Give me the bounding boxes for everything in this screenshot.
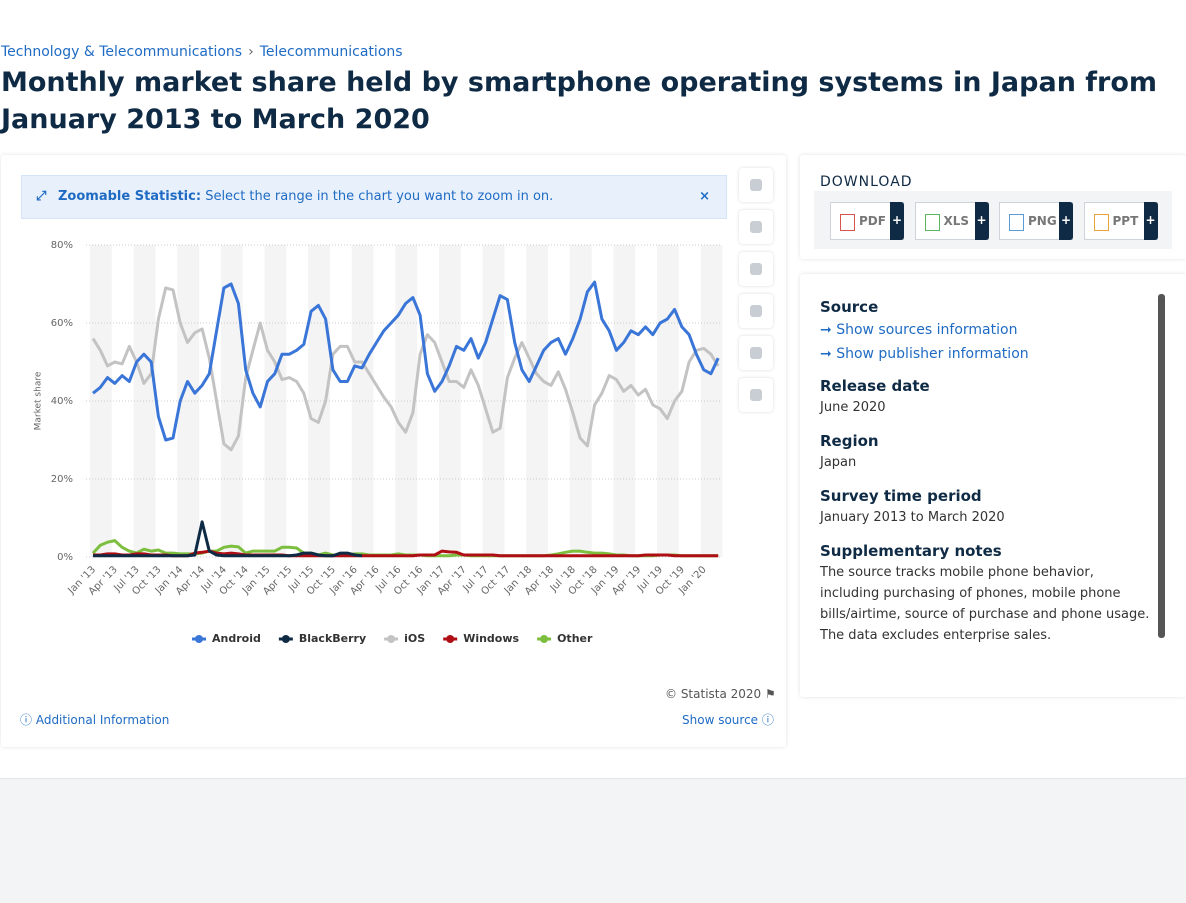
page-title: Monthly market share held by smartphone … <box>1 67 1158 135</box>
link-text: Show publisher information <box>836 346 1029 362</box>
format-label: XLS <box>943 214 970 228</box>
plus: + <box>890 202 904 240</box>
icon <box>750 305 762 317</box>
y-tick-label: 0% <box>57 552 73 563</box>
heading: Region <box>820 432 879 450</box>
format-label: PNG <box>1028 214 1057 228</box>
icon <box>750 389 762 401</box>
heading: Survey time period <box>820 487 982 505</box>
file-icon <box>840 214 855 231</box>
icon <box>750 347 762 359</box>
download-button[interactable]: PNG + <box>999 202 1073 240</box>
band <box>700 245 723 557</box>
details: Source ➞ Show sources information ➞ Show… <box>820 296 1150 658</box>
y-axis-label: Market share <box>34 371 44 430</box>
legend-label: Other <box>557 632 593 645</box>
band <box>526 245 549 557</box>
show-source-text: Show source <box>682 713 759 727</box>
text: The source tracks mobile phone behavior,… <box>820 565 1150 643</box>
credit-text: © Statista 2020 <box>665 687 762 701</box>
band <box>395 245 418 557</box>
breadcrumb: Technology & Telecommunications › Telecomm… <box>1 44 403 60</box>
zoom-banner: ⤢ Zoomable Statistic: Select the range in… <box>21 175 727 219</box>
format-label: PPT <box>1112 214 1139 228</box>
legend-label: Windows <box>463 632 519 645</box>
series-line <box>92 280 720 442</box>
series-line <box>93 549 719 558</box>
legend-label: BlackBerry <box>299 632 366 645</box>
settings-button[interactable] <box>739 252 773 286</box>
scrollbar[interactable] <box>1158 294 1165 638</box>
legend-dot <box>446 635 455 643</box>
icon <box>750 221 762 233</box>
band <box>220 245 243 557</box>
file-icon <box>1009 214 1024 231</box>
download-title: DOWNLOAD <box>820 174 913 190</box>
text: June 2020 <box>820 400 886 415</box>
y-tick-label: 40% <box>51 396 73 407</box>
details-card <box>800 274 1186 697</box>
file-icon <box>924 214 940 231</box>
band <box>308 245 330 557</box>
heading: Source <box>820 298 879 316</box>
y-tick-label: 80% <box>51 240 73 251</box>
chart-card <box>1 155 786 747</box>
heading: Supplementary notes <box>820 542 1002 560</box>
legend-label: iOS <box>404 632 425 645</box>
show-source[interactable]: Show source ⓘ <box>682 713 774 727</box>
download-button[interactable]: XLS + <box>914 202 989 240</box>
format-label: PDF <box>859 214 886 228</box>
plus: + <box>974 202 989 240</box>
link[interactable]: ➞ Show sources information <box>820 322 1018 338</box>
legend-dot <box>387 635 396 643</box>
legend-dot <box>195 635 203 643</box>
banner-label: Zoomable Statistic: <box>58 189 202 204</box>
plus: + <box>1059 202 1073 240</box>
crumb-link[interactable]: Telecommunications <box>259 44 403 60</box>
link-text: Show sources information <box>836 322 1018 338</box>
separator: › <box>248 44 254 60</box>
legend-dot <box>281 635 290 643</box>
icon <box>750 263 762 275</box>
additional-info-text: Additional Information <box>35 713 170 727</box>
download-button[interactable]: PDF + <box>830 202 904 240</box>
close-button[interactable]: × <box>699 189 710 204</box>
print-button[interactable] <box>739 378 773 412</box>
share-button[interactable] <box>739 294 773 328</box>
banner-text: Select the range in the chart you want t… <box>205 189 554 204</box>
cite-button[interactable] <box>739 336 773 370</box>
expand-icon: ⤢ <box>36 189 47 204</box>
y-tick-label: 60% <box>51 318 73 329</box>
plus: + <box>1143 202 1158 240</box>
download-button[interactable]: PPT + <box>1083 202 1158 240</box>
legend-label: Android <box>212 632 261 645</box>
alert-button[interactable] <box>739 210 773 244</box>
icon <box>750 179 762 191</box>
credit: © Statista 2020 ⚑ <box>665 687 776 701</box>
band <box>613 245 636 557</box>
text: Japan <box>820 455 857 470</box>
footer-area <box>0 778 1186 903</box>
series-line <box>93 520 363 558</box>
favorite-button[interactable] <box>739 168 773 202</box>
text: January 2013 to March 2020 <box>820 510 1005 525</box>
legend-dot <box>540 635 549 643</box>
crumb-link[interactable]: Technology & Telecommunications <box>1 44 243 60</box>
band <box>90 245 112 557</box>
additional-info[interactable]: ⓘ Additional Information <box>20 713 170 727</box>
y-tick-label: 20% <box>51 474 73 485</box>
heading: Release date <box>820 377 930 395</box>
link[interactable]: ➞ Show publisher information <box>820 346 1029 362</box>
series-line <box>91 286 720 452</box>
file-icon <box>1093 214 1109 231</box>
